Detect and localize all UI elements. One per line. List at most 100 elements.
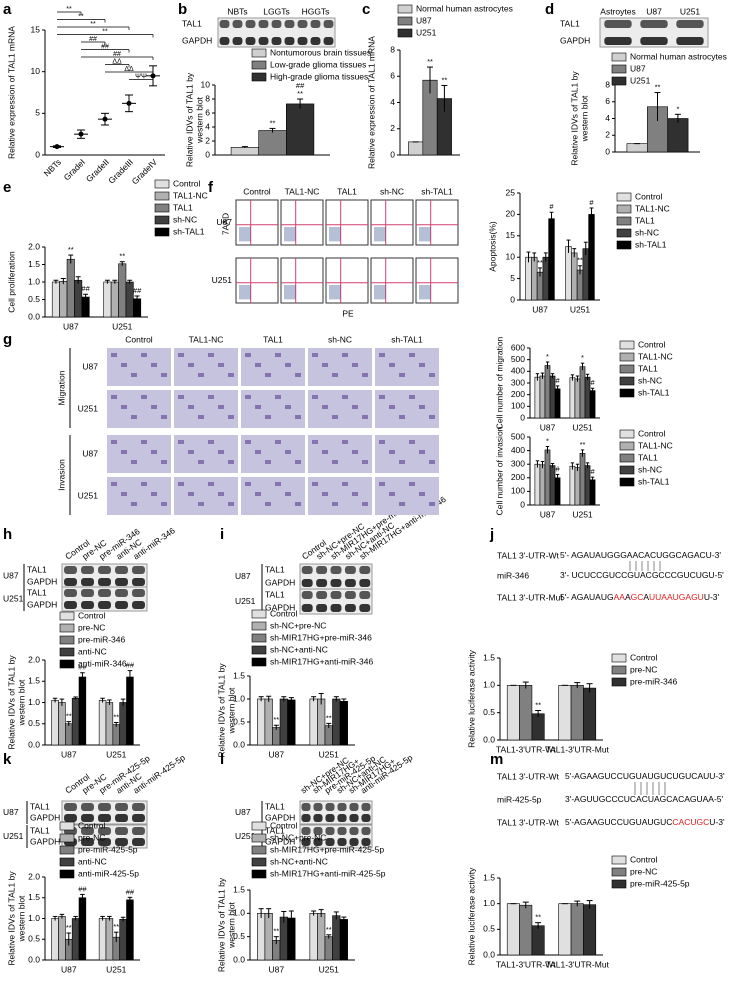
x-tick-label: U251 (319, 964, 340, 974)
stain (131, 415, 137, 419)
legend-label: anti-NC (78, 856, 107, 866)
blot-band (330, 579, 342, 587)
bar (272, 727, 281, 746)
legend-label: U87 (416, 15, 432, 25)
bar (558, 903, 572, 956)
flow-column-label: sh-TAL1 (421, 186, 453, 196)
micrograph (107, 435, 171, 473)
x-tick-label: TAL1-3'UTR-Mut (546, 959, 610, 969)
legend-swatch (619, 340, 635, 350)
micrograph (174, 390, 238, 428)
legend-label: anti-miR-346 (78, 658, 127, 668)
significance-mark: ** (535, 913, 541, 922)
flow-plot (415, 257, 459, 304)
x-tick-label: U251 (106, 749, 127, 759)
blot-band (325, 838, 335, 846)
y-tick-label: 0.5 (28, 294, 40, 304)
legend-swatch (251, 657, 267, 667)
legend-swatch (397, 4, 413, 14)
y-axis-label: western blot (16, 895, 26, 942)
legend-swatch (251, 609, 267, 619)
legend-label: Control (270, 820, 298, 830)
stain (312, 482, 318, 486)
stain (409, 482, 415, 486)
y-tick-label: 0 (605, 146, 610, 156)
blot-band (115, 589, 128, 597)
y-tick-label: 500 (511, 354, 525, 364)
cell-cloud (419, 227, 431, 242)
micrograph (308, 477, 372, 515)
flow-column-label: TAL1-NC (285, 186, 320, 196)
y-tick-label: 20 (506, 209, 516, 219)
stain (362, 415, 368, 419)
significance-mark: * (546, 352, 549, 361)
blot-row-label: GAPDH (27, 599, 57, 609)
blot-band (132, 827, 145, 835)
bar (257, 913, 266, 961)
bar (257, 698, 266, 746)
legend-label: TAL1-NC (638, 440, 673, 450)
legend-label: sh-NC (638, 464, 662, 474)
sequence-label: TAL1 3'-UTR-Wt (497, 817, 560, 827)
flow-plot (415, 199, 459, 246)
x-tick-label: U251 (112, 321, 133, 331)
y-axis-label: Cell number of migration (494, 336, 504, 429)
panel-label: j (489, 526, 494, 543)
bar (544, 365, 551, 419)
stain (352, 405, 358, 409)
blot-band (98, 814, 111, 822)
blot-band (301, 827, 311, 835)
legend-label: sh-NC+pre-NC (270, 620, 326, 630)
blot-band (284, 20, 295, 28)
stain (399, 373, 405, 377)
stain (285, 363, 291, 367)
bar (126, 676, 134, 746)
x-tick-label: U87 (540, 422, 556, 432)
sequence-part: U-3' (704, 592, 720, 602)
stain (429, 502, 435, 506)
blot-band (301, 803, 311, 811)
legend-label: TAL1-NC (638, 351, 673, 361)
legend-label: Control (630, 854, 658, 864)
legend-label: TAL1 (638, 363, 658, 373)
x-tick-label: U87 (268, 964, 284, 974)
legend-swatch (251, 845, 267, 855)
stain (245, 353, 251, 357)
significance-mark: ** (297, 89, 303, 98)
blot-band (316, 604, 328, 612)
image-column-label: TAL1-NC (189, 334, 224, 344)
stain (228, 373, 234, 377)
bar (332, 698, 341, 746)
x-tick-label: U87 (532, 304, 548, 314)
micrograph (375, 477, 439, 515)
blot-band (330, 604, 342, 612)
blot-band (64, 589, 77, 597)
stain (342, 395, 348, 399)
legend-swatch (611, 52, 627, 62)
x-tick-label: U251 (572, 509, 593, 519)
panel-label: b (178, 1, 187, 18)
y-tick-label: 1.0 (483, 898, 495, 908)
blot-band (349, 814, 359, 822)
blot-row-label: TAL1 (265, 589, 285, 599)
blot-band (98, 601, 111, 609)
legend-swatch (59, 659, 75, 669)
blot-band (359, 604, 371, 612)
y-tick-label: 1.5 (28, 892, 40, 902)
legend-swatch (154, 179, 170, 189)
blot-band (359, 591, 371, 599)
stain (429, 460, 435, 464)
micrograph (308, 390, 372, 428)
legend-label: TAL1 (638, 452, 658, 462)
blot-band (301, 566, 313, 574)
blot-band (64, 803, 77, 811)
stain (131, 502, 137, 506)
panel-label: h (3, 526, 12, 543)
significance-mark: * (546, 437, 549, 446)
blot-band (115, 566, 128, 574)
stain (188, 405, 194, 409)
bar (118, 263, 127, 318)
y-axis-label: Relative IDVs of TAL1 by (184, 72, 194, 167)
x-tick-label: U251 (106, 964, 127, 974)
